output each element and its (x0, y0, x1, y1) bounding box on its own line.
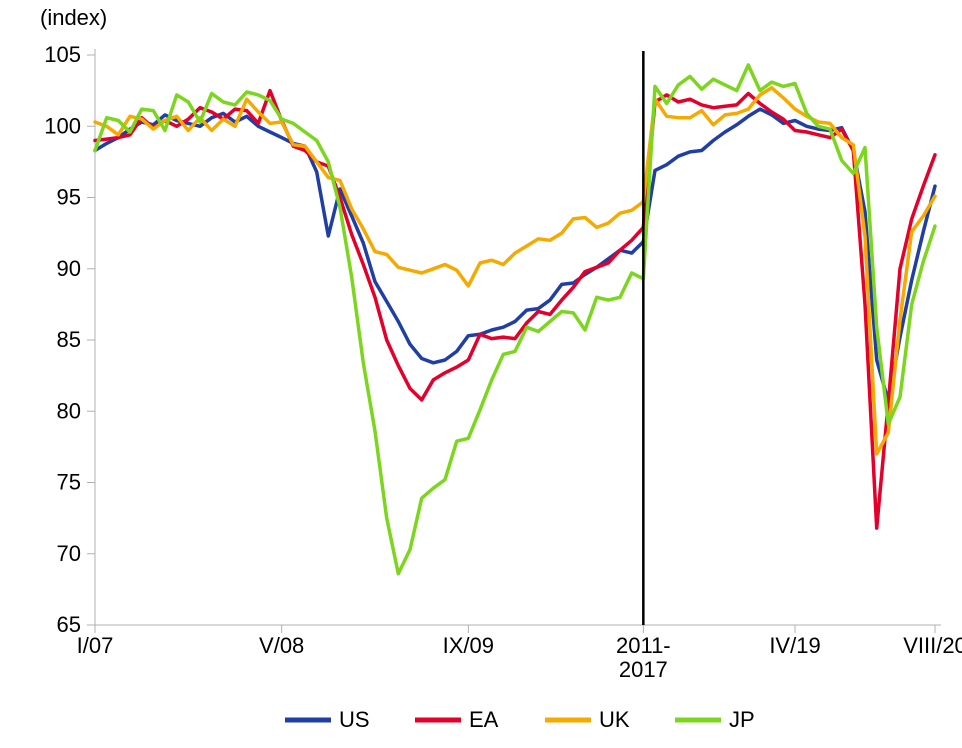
x-tick-label: V/08 (259, 633, 304, 658)
x-tick-label: IV/19 (769, 633, 820, 658)
legend-label-uk: UK (599, 707, 630, 732)
legend-label-ea: EA (469, 707, 499, 732)
legend-label-us: US (339, 707, 370, 732)
y-tick-label: 95 (57, 185, 81, 210)
y-tick-label: 100 (44, 113, 81, 138)
legend-label-jp: JP (729, 707, 755, 732)
x-tick-label: I/07 (77, 633, 114, 658)
chart-svg: (index)65707580859095100105I/07V/08IX/09… (0, 0, 962, 748)
y-tick-label: 85 (57, 327, 81, 352)
y-tick-label: 70 (57, 541, 81, 566)
y-tick-label: 80 (57, 398, 81, 423)
y-tick-label: 105 (44, 42, 81, 67)
y-axis-label: (index) (40, 5, 107, 30)
y-tick-label: 90 (57, 256, 81, 281)
line-chart: (index)65707580859095100105I/07V/08IX/09… (0, 0, 962, 748)
y-tick-label: 75 (57, 470, 81, 495)
x-tick-label: 2011- (616, 633, 671, 658)
x-tick-label: IX/09 (443, 633, 494, 658)
x-tick-label: 2017 (619, 657, 668, 682)
x-tick-label: VIII/20 (903, 633, 962, 658)
